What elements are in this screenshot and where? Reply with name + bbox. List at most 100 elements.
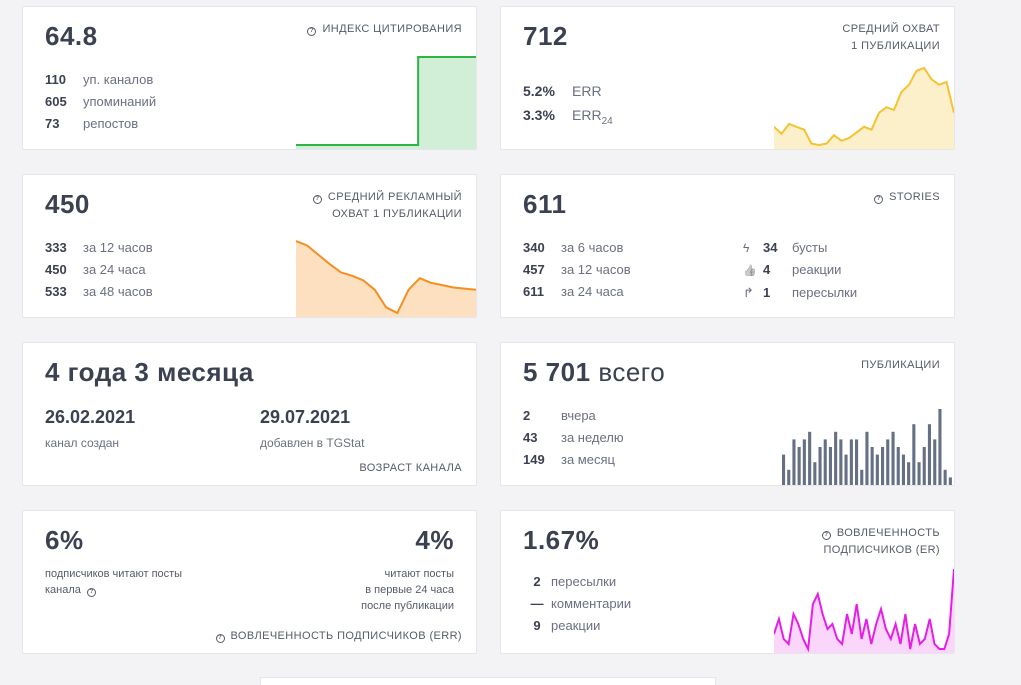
stories-title[interactable]: ? STORIES [874, 189, 940, 206]
citation-stats: 110 уп. каналов 605 упоминаний 73 репостов [45, 69, 156, 135]
posts-bar [823, 439, 827, 485]
stories-stats-right: ϟ 34 бусты 👍 4 реакции ↱ 1 пересылки [743, 237, 857, 304]
posts-bar [912, 424, 916, 485]
stat-row: — комментарии [530, 596, 632, 611]
posts-value: 5 701 всего [523, 357, 666, 387]
stat-row: ↱ 1 пересылки [743, 282, 857, 304]
stat-row: 2 пересылки [533, 574, 617, 589]
avg-reach-stats: 5.2% ERR 3.3% ERR24 [523, 79, 613, 134]
posts-bar [849, 439, 853, 485]
posts-bar-chart [782, 409, 952, 485]
posts-bar [901, 454, 905, 485]
posts-bar [828, 447, 832, 485]
er-title[interactable]: ? ВОВЛЕЧЕННОСТЬ ПОДПИСЧИКОВ (ER) [821, 527, 940, 556]
ad-reach-value: 450 [45, 189, 90, 219]
stories-value: 611 [523, 189, 567, 219]
added-date: 29.07.2021 [260, 407, 351, 427]
posts-bar [927, 424, 931, 485]
posts-bar [802, 439, 806, 485]
er-card[interactable]: 1.67% ? ВОВЛЕЧЕННОСТЬ ПОДПИСЧИКОВ (ER) 2 пе… [500, 510, 955, 654]
help-icon[interactable]: ? [307, 27, 317, 36]
stat-row: 73 репостов [45, 116, 139, 131]
citation-sparkline [296, 56, 476, 149]
posts-bar [860, 469, 864, 485]
citation-index-value: 64.8 [45, 21, 98, 51]
posts-bar [881, 447, 885, 485]
posts-bar [922, 447, 926, 485]
posts-bar [865, 431, 869, 485]
stat-row: 533 за 48 часов [45, 284, 153, 299]
stat-row: 611 за 24 часа [523, 284, 624, 299]
posts-stats: 2 вчера 43 за неделю 149 за месяц [523, 405, 624, 471]
err-value-left: 6% [45, 525, 84, 555]
channel-age-value: 4 года 3 месяца [45, 357, 254, 387]
citation-index-card[interactable]: 64.8 ? ИНДЕКС ЦИТИРОВАНИЯ 110 уп. каналов … [22, 6, 477, 150]
avg-reach-value: 712 [523, 21, 568, 51]
ad-reach-sparkline [296, 240, 476, 317]
created-block: 26.02.2021 канал создан [45, 407, 135, 450]
posts-bar [792, 439, 796, 485]
share-arrow-icon: ↱ [743, 285, 754, 300]
stat-row: 👍 4 реакции [743, 259, 857, 282]
sparkline-area [774, 569, 954, 653]
posts-bar [834, 431, 838, 485]
stat-row: 149 за месяц [523, 452, 615, 467]
posts-bar [896, 447, 900, 485]
posts-bar [886, 439, 890, 485]
stat-row: 457 за 12 часов [523, 262, 631, 277]
posts-bar [943, 469, 947, 485]
err-card[interactable]: 6% подписчиков читают посты канала ? 4% … [22, 510, 477, 654]
sparkline-line [774, 568, 954, 653]
help-icon[interactable]: ? [215, 634, 225, 643]
posts-bar [948, 477, 952, 485]
sparkline-line [774, 66, 954, 147]
stat-row: 110 уп. каналов [45, 72, 154, 87]
ad-reach-card[interactable]: 450 ? СРЕДНИЙ РЕКЛАМНЫЙ ОХВАТ 1 ПУБЛИКАЦИИ… [22, 174, 477, 318]
posts-bar [787, 469, 791, 485]
avg-reach-card[interactable]: 712 СРЕДНИЙ ОХВАТ 1 ПУБЛИКАЦИИ 5.2% ERR 3.… [500, 6, 955, 150]
posts-bar [917, 462, 921, 485]
stat-row: 2 вчера [523, 408, 596, 423]
sparkline-area [296, 57, 476, 149]
created-label: канал создан [45, 436, 120, 450]
posts-bar [808, 431, 812, 485]
stories-card[interactable]: 611 ? STORIES 340 за 6 часов 457 за 12 часо… [500, 174, 955, 318]
sparkline-area [774, 68, 954, 149]
posts-bar [891, 431, 895, 485]
posts-bar [813, 462, 817, 485]
channel-age-card[interactable]: 4 года 3 месяца 26.02.2021 канал создан … [22, 342, 477, 486]
er-sparkline [774, 568, 954, 653]
er-stats: 2 пересылки — комментарии 9 реакции [523, 571, 632, 637]
posts-title: ПУБЛИКАЦИИ [861, 359, 940, 371]
posts-bar [875, 454, 879, 485]
posts-bar [797, 447, 801, 485]
posts-bar [870, 447, 874, 485]
sparkline-line [296, 56, 476, 146]
stat-row: 9 реакции [533, 618, 601, 633]
stat-row: 340 за 6 часов [523, 240, 624, 255]
ad-reach-title[interactable]: ? СРЕДНИЙ РЕКЛАМНЫЙ ОХВАТ 1 ПУБЛИКАЦИИ [312, 189, 462, 223]
lightning-icon: ϟ [743, 241, 750, 255]
help-icon[interactable]: ? [821, 531, 831, 540]
posts-bar [855, 439, 859, 485]
stories-stats-left: 340 за 6 часов 457 за 12 часов 611 за 24 ча… [523, 237, 631, 303]
posts-card[interactable]: 5 701 всего ПУБЛИКАЦИИ 2 вчера 43 за недел… [500, 342, 955, 486]
posts-bar [818, 447, 822, 485]
citation-index-title[interactable]: ? ИНДЕКС ЦИТИРОВАНИЯ [307, 21, 462, 38]
help-icon[interactable]: ? [312, 195, 322, 204]
help-icon[interactable]: ? [86, 588, 96, 597]
stat-row: 5.2% ERR [523, 83, 602, 99]
stat-row: 3.3% ERR24 [523, 107, 613, 127]
added-block: 29.07.2021 добавлен в TGStat [260, 407, 364, 450]
err-value-right: 4% [415, 525, 454, 555]
help-icon[interactable]: ? [874, 195, 884, 204]
posts-bar [839, 439, 843, 485]
err-footer[interactable]: ? ВОВЛЕЧЕННОСТЬ ПОДПИСЧИКОВ (ERR) [215, 628, 462, 645]
posts-bar [782, 454, 786, 485]
posts-bar [844, 454, 848, 485]
stat-row: 450 за 24 часа [45, 262, 146, 277]
stat-row: 43 за неделю [523, 430, 624, 445]
channel-age-footer: ВОЗРАСТ КАНАЛА [359, 462, 462, 474]
posts-bar [938, 409, 942, 485]
er-value: 1.67% [523, 525, 600, 555]
